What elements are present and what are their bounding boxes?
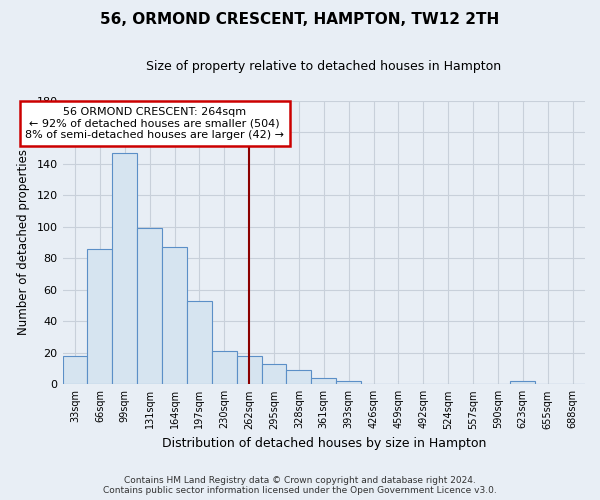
Bar bbox=[162, 247, 187, 384]
X-axis label: Distribution of detached houses by size in Hampton: Distribution of detached houses by size … bbox=[161, 437, 486, 450]
Bar bbox=[311, 378, 336, 384]
Text: 56 ORMOND CRESCENT: 264sqm
← 92% of detached houses are smaller (504)
8% of semi: 56 ORMOND CRESCENT: 264sqm ← 92% of deta… bbox=[25, 107, 284, 140]
Bar bbox=[88, 248, 112, 384]
Bar bbox=[112, 152, 137, 384]
Text: 56, ORMOND CRESCENT, HAMPTON, TW12 2TH: 56, ORMOND CRESCENT, HAMPTON, TW12 2TH bbox=[100, 12, 500, 28]
Bar bbox=[286, 370, 311, 384]
Title: Size of property relative to detached houses in Hampton: Size of property relative to detached ho… bbox=[146, 60, 502, 73]
Bar bbox=[212, 351, 237, 384]
Bar bbox=[137, 228, 162, 384]
Text: Contains HM Land Registry data © Crown copyright and database right 2024.
Contai: Contains HM Land Registry data © Crown c… bbox=[103, 476, 497, 495]
Bar bbox=[336, 381, 361, 384]
Y-axis label: Number of detached properties: Number of detached properties bbox=[17, 150, 29, 336]
Bar bbox=[511, 381, 535, 384]
Bar bbox=[262, 364, 286, 384]
Bar bbox=[237, 356, 262, 384]
Bar bbox=[62, 356, 88, 384]
Bar bbox=[187, 301, 212, 384]
